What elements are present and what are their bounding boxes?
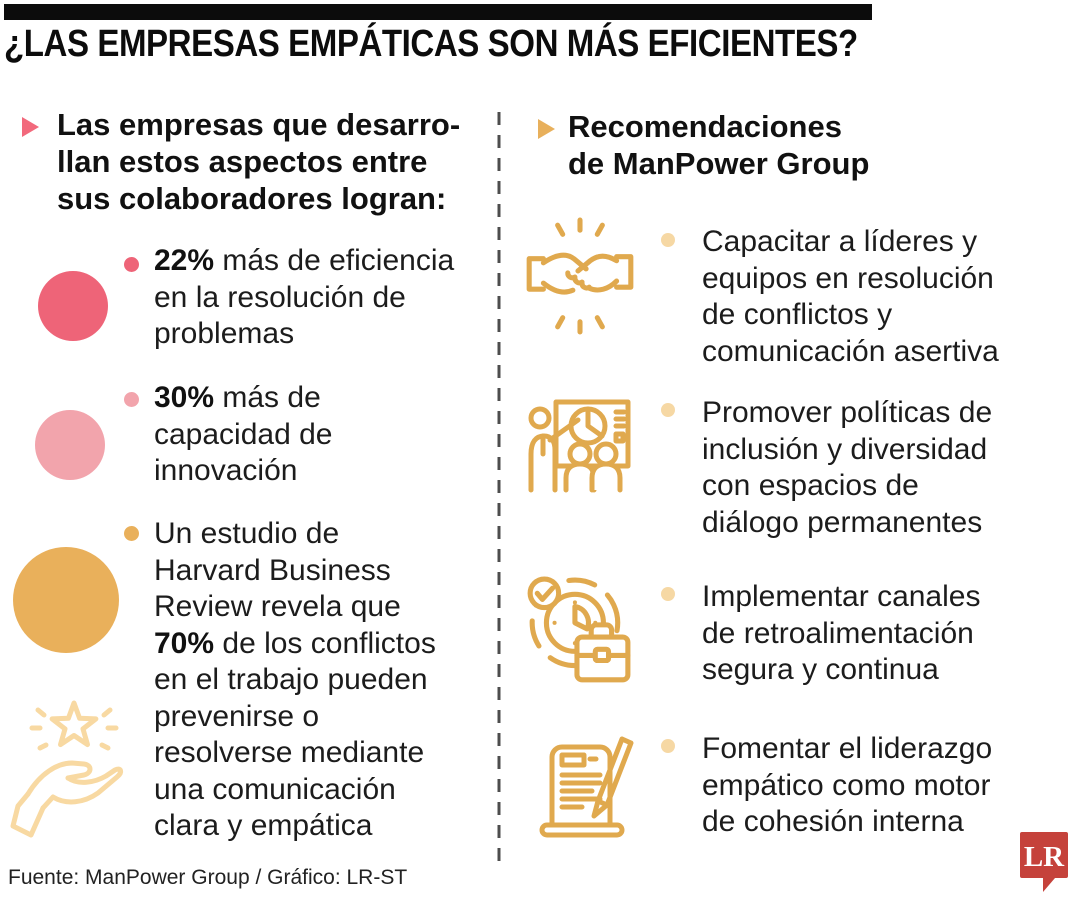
right-heading-triangle-icon bbox=[538, 119, 555, 139]
recommendation-text: Fomentar el liderazgo empático como moto… bbox=[702, 732, 993, 838]
lr-logo-text: LR bbox=[1024, 841, 1065, 873]
stat-circle-30 bbox=[35, 410, 105, 480]
stat-rest: de los conflictos en el trabajo pueden p… bbox=[154, 626, 436, 843]
top-accent-bar bbox=[4, 4, 872, 20]
clock-briefcase-icon bbox=[524, 576, 634, 688]
bullet-dot-icon bbox=[661, 233, 675, 247]
bullet-dot-icon bbox=[124, 257, 139, 272]
recommendation-text: Capacitar a líderes y equipos en resoluc… bbox=[702, 225, 999, 368]
stat-circle-22 bbox=[38, 271, 108, 341]
recommendation-text: Implementar canales de retroalimentación… bbox=[702, 580, 981, 686]
stat-circle-70 bbox=[13, 547, 119, 653]
left-column-heading: Las empresas que desarro- llan estos asp… bbox=[57, 107, 461, 216]
stat-text-70: Un estudio de Harvard Business Review re… bbox=[154, 516, 499, 845]
stat-highlight: 30% bbox=[154, 381, 215, 414]
source-credit: Fuente: ManPower Group / Gráfico: LR-ST bbox=[8, 866, 408, 889]
stat-highlight: 70% bbox=[154, 626, 215, 660]
page-title: ¿LAS EMPRESAS EMPÁTICAS SON MÁS EFICIENT… bbox=[4, 23, 858, 65]
stat-rest: más de capacidad de innovación bbox=[154, 381, 333, 487]
bullet-dot-icon bbox=[124, 526, 139, 541]
dashed-line bbox=[497, 112, 501, 864]
presentation-icon bbox=[524, 396, 634, 506]
bullet-dot-icon bbox=[661, 587, 675, 601]
hand-star-icon bbox=[10, 696, 135, 840]
right-column-heading: Recomendaciones de ManPower Group bbox=[568, 109, 870, 181]
notebook-pencil-icon bbox=[538, 734, 636, 838]
column-divider bbox=[497, 112, 501, 864]
left-heading-triangle-icon bbox=[22, 117, 39, 137]
lr-logo: LR bbox=[1019, 830, 1069, 894]
stat-highlight: 22% bbox=[154, 244, 215, 277]
bullet-dot-icon bbox=[661, 403, 675, 417]
recommendation-text: Promover políticas de inclusión y divers… bbox=[702, 396, 993, 539]
stat-text-22: 22% más de eficiencia en la resolución d… bbox=[154, 243, 499, 353]
handshake-icon bbox=[524, 214, 636, 338]
stat-text-30: 30% más de capacidad de innovación bbox=[154, 380, 499, 490]
stat-rest: más de eficiencia en la resolución de pr… bbox=[154, 244, 455, 350]
bullet-dot-icon bbox=[124, 392, 139, 407]
bullet-dot-icon bbox=[661, 739, 675, 753]
stat-lead: Un estudio de Harvard Business Review re… bbox=[154, 517, 401, 623]
